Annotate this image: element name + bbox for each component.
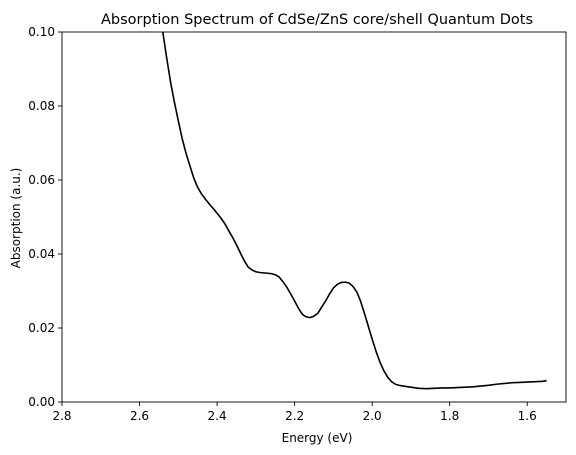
plot-line-group (162, 32, 547, 390)
x-axis: 2.8 2.6 2.4 2.2 2.0 1.8 1.6 (52, 402, 537, 423)
y-tick-label: 0.02 (28, 321, 55, 335)
y-tick-label: 0.06 (28, 173, 55, 187)
y-axis: 0.00 0.02 0.04 0.06 0.08 0.10 (28, 25, 62, 409)
chart-title: Absorption Spectrum of CdSe/ZnS core/she… (101, 12, 533, 28)
x-tick-label: 2.8 (52, 409, 71, 423)
y-tick-label: 0.00 (28, 395, 55, 409)
y-tick-label: 0.04 (28, 247, 55, 261)
series-line-1 (162, 32, 547, 390)
x-axis-label: Energy (eV) (282, 431, 353, 445)
x-tick-label: 2.4 (208, 409, 227, 423)
y-axis-label: Absorption (a.u.) (9, 168, 23, 269)
x-tick-label: 1.6 (518, 409, 537, 423)
x-tick-label: 2.6 (130, 409, 149, 423)
y-tick-label: 0.10 (28, 25, 55, 39)
x-tick-label: 2.2 (285, 409, 304, 423)
y-tick-label: 0.08 (28, 99, 55, 113)
plot-frame (61, 31, 567, 403)
x-tick-label: 1.8 (440, 409, 459, 423)
x-tick-label: 2.0 (363, 409, 382, 423)
